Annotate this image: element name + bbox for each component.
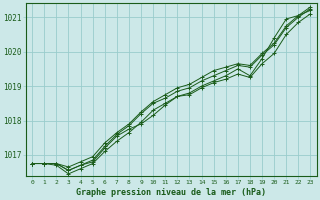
X-axis label: Graphe pression niveau de la mer (hPa): Graphe pression niveau de la mer (hPa) bbox=[76, 188, 266, 197]
